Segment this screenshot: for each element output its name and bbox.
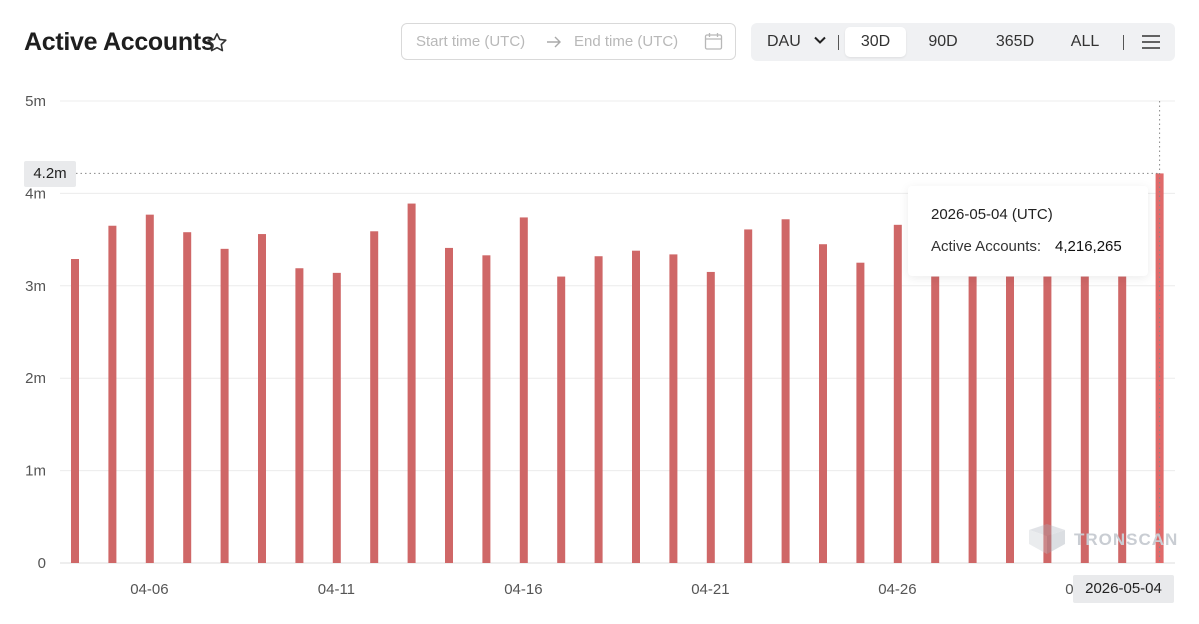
bar[interactable] <box>370 231 379 563</box>
bar[interactable] <box>968 276 977 563</box>
toolbar-divider <box>1123 35 1124 50</box>
y-tick-label: 1m <box>25 463 46 480</box>
bar[interactable] <box>1155 173 1164 563</box>
bar[interactable] <box>819 244 827 563</box>
watermark-text: TRONSCAN <box>1074 530 1179 549</box>
bar[interactable] <box>706 271 715 563</box>
chevron-down-icon <box>814 36 826 44</box>
bar[interactable] <box>108 225 117 564</box>
calendar-icon[interactable] <box>704 32 723 51</box>
bar[interactable] <box>220 248 229 563</box>
tooltip-value: 4,216,265 <box>1055 238 1122 255</box>
x-tick-label: 04-21 <box>691 581 729 598</box>
period-365d-button[interactable]: 365D <box>995 33 1035 50</box>
y-tick-label: 2m <box>25 370 46 387</box>
x-tick-label: 04-16 <box>504 581 542 598</box>
tooltip-label: Active Accounts: <box>931 238 1042 255</box>
tooltip-date: 2026-05-04 (UTC) <box>931 206 1053 223</box>
bar[interactable] <box>669 254 678 563</box>
bar[interactable] <box>632 250 640 564</box>
active-period-highlight <box>845 27 906 57</box>
chart-tooltip: 2026-05-04 (UTC) Active Accounts: 4,216,… <box>908 186 1148 276</box>
bar[interactable] <box>1118 276 1127 563</box>
bar[interactable] <box>295 268 304 563</box>
period-90d-button[interactable]: 90D <box>928 33 958 50</box>
metric-select-value: DAU <box>767 33 801 50</box>
star-outline-icon[interactable] <box>205 31 229 55</box>
bar[interactable] <box>557 276 566 563</box>
date-range-picker[interactable]: Start time (UTC) End time (UTC) <box>401 23 736 60</box>
bar[interactable] <box>1080 276 1089 563</box>
page-title: Active Accounts <box>24 28 215 56</box>
x-tick-label: 04-11 <box>318 581 355 598</box>
hamburger-menu-icon[interactable] <box>1141 33 1161 51</box>
bar[interactable] <box>183 232 192 563</box>
bar[interactable] <box>856 262 865 563</box>
bar[interactable] <box>71 259 79 563</box>
chart-toolbar: DAU 30D 90D 365D ALL <box>751 23 1175 61</box>
bar[interactable] <box>744 229 753 563</box>
y-tick-label: 3m <box>25 278 46 295</box>
y-tick-label: 0 <box>38 555 46 572</box>
x-tick-label: 04-06 <box>130 581 168 598</box>
bar[interactable] <box>407 203 416 563</box>
period-30d-button[interactable]: 30D <box>860 33 891 50</box>
bar[interactable] <box>332 272 341 563</box>
end-time-input[interactable]: End time (UTC) <box>574 33 679 50</box>
bar[interactable] <box>519 217 528 563</box>
bar[interactable] <box>1043 276 1052 563</box>
bar[interactable] <box>781 219 790 563</box>
arrow-right-icon <box>547 36 561 48</box>
bar[interactable] <box>482 255 491 564</box>
bar[interactable] <box>931 276 940 563</box>
bar[interactable] <box>594 256 603 563</box>
period-all-button[interactable]: ALL <box>1070 33 1100 50</box>
start-time-input[interactable]: Start time (UTC) <box>416 33 526 50</box>
metric-select[interactable]: DAU <box>767 23 827 61</box>
bar[interactable] <box>258 234 266 563</box>
bar[interactable] <box>1006 276 1014 563</box>
crosshair-x-label: 2026-05-04 <box>1073 575 1174 603</box>
crosshair-y-label: 4.2m <box>24 161 76 187</box>
toolbar-divider <box>838 35 839 50</box>
bar[interactable] <box>445 247 453 563</box>
x-tick-label: 04-26 <box>878 581 916 598</box>
bar[interactable] <box>893 224 902 564</box>
y-tick-label: 5m <box>25 93 46 110</box>
bar[interactable] <box>145 214 154 564</box>
y-tick-label: 4m <box>25 185 46 202</box>
tronscan-logo-icon <box>1029 524 1065 554</box>
